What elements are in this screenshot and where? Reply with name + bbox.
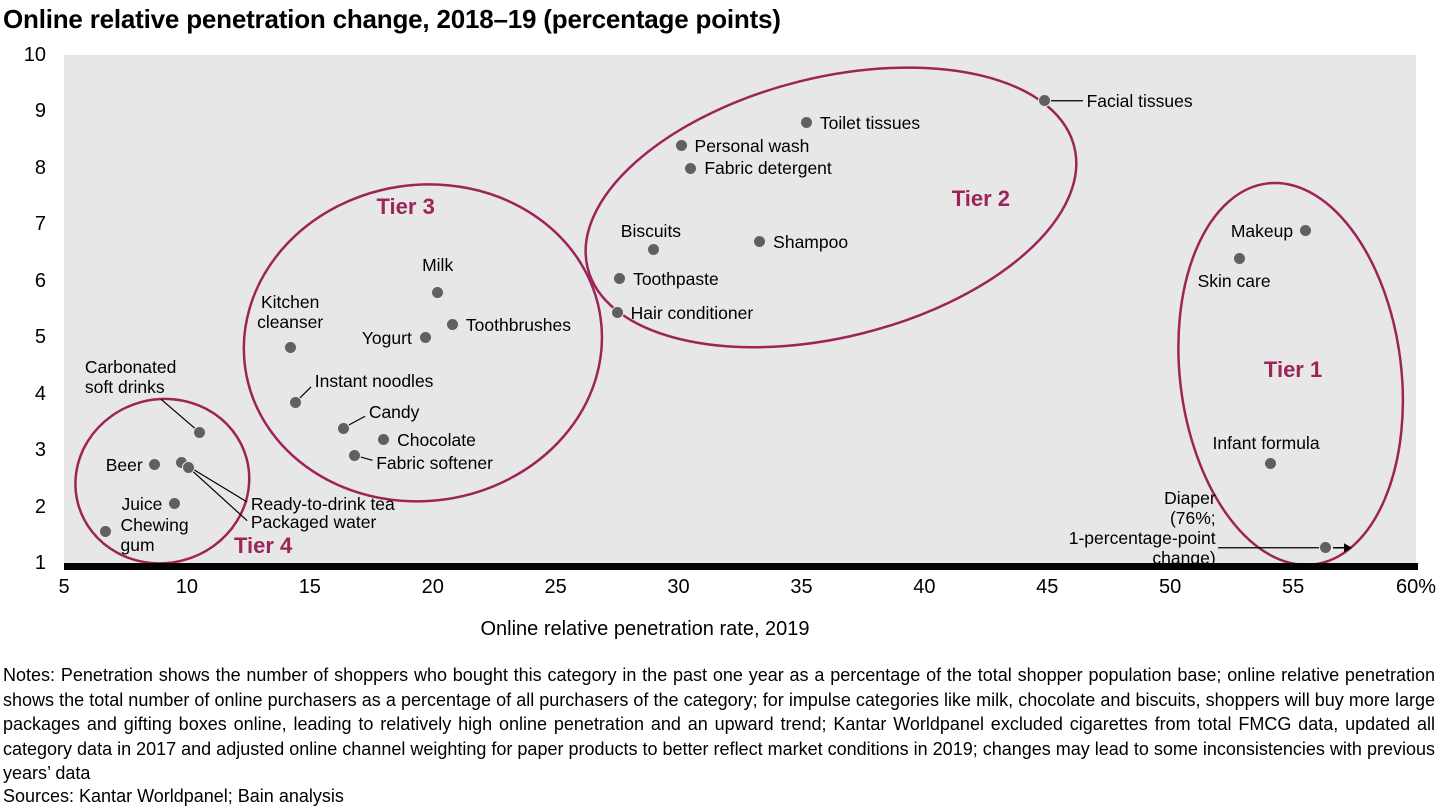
point-dot [283, 341, 297, 355]
x-axis-title: Online relative penetration rate, 2019 [480, 618, 810, 640]
x-tick-label: 45 [1036, 576, 1059, 598]
point-dot [1318, 541, 1332, 555]
point-dot [1264, 456, 1278, 470]
point-label: Packaged water [250, 512, 377, 533]
x-tick-label: 10 [175, 576, 199, 598]
tier-label: Tier 3 [376, 194, 435, 220]
point-label: Shampoo [773, 231, 849, 252]
point-label: Carbonated soft drinks [84, 356, 177, 397]
chart-title: Online relative penetration change, 2018… [3, 4, 781, 34]
point-label: Toothbrushes [465, 314, 571, 335]
tier-label: Tier 1 [1263, 356, 1323, 382]
y-tick-label: 10 [23, 44, 46, 66]
point-label: Biscuits [620, 221, 682, 242]
x-axis-line [64, 563, 1418, 570]
point-dot [288, 396, 302, 410]
off-scale-arrow-head [1344, 543, 1353, 553]
x-tick-label: 55 [1281, 576, 1305, 598]
point-dot [192, 425, 206, 439]
point-label: Facial tissues [1086, 90, 1193, 111]
point-label: Skin care [1197, 270, 1271, 291]
point-dot [613, 272, 627, 286]
point-dot [684, 161, 698, 175]
x-tick-label: 50 [1159, 576, 1182, 598]
y-tick-label: 8 [34, 156, 46, 179]
point-label: Hair conditioner [630, 302, 754, 323]
point-dot [168, 497, 182, 511]
point-dot [148, 458, 162, 472]
point-label: Chewing gum [120, 514, 189, 555]
point-dot [1038, 94, 1052, 108]
point-label: Chocolate [397, 429, 476, 450]
y-tick-label: 3 [34, 439, 46, 462]
point-dot [99, 525, 113, 539]
point-dot [610, 306, 624, 320]
point-dot [336, 421, 350, 435]
point-label: Fabric detergent [704, 158, 832, 179]
point-label: Toothpaste [633, 268, 719, 289]
point-dot [418, 331, 432, 345]
leader-line [187, 466, 248, 522]
point-label: Diaper (76%; 1-percentage-point change) [1068, 487, 1216, 569]
y-tick-label: 4 [34, 382, 46, 405]
x-tick-label: 15 [298, 576, 321, 598]
x-tick-label: 35 [790, 576, 813, 598]
point-dot [753, 235, 767, 249]
point-dot [347, 448, 361, 462]
point-label: Kitchen cleanser [257, 291, 324, 332]
tier-ellipse [242, 183, 604, 503]
tier-label: Tier 2 [951, 185, 1011, 211]
x-tick-label: 20 [421, 576, 444, 598]
notes-text: Notes: Penetration shows the number of s… [3, 665, 1435, 783]
sources-text: Sources: Kantar Worldpanel; Bain analysi… [3, 786, 344, 806]
leader-line [160, 398, 200, 433]
point-dot [377, 433, 391, 447]
point-label: Beer [105, 454, 143, 475]
x-tick-label: 60% [1395, 576, 1437, 598]
y-tick-label: 7 [34, 213, 46, 236]
point-label: Makeup [1230, 220, 1294, 241]
point-label: Candy [368, 402, 420, 423]
y-tick-label: 5 [34, 326, 46, 349]
y-tick-label: 1 [34, 552, 46, 574]
point-label: Ready-to-drink tea [250, 493, 395, 514]
point-dot [647, 243, 661, 257]
point-label: Fabric softener [376, 453, 493, 474]
point-dot [1232, 252, 1246, 266]
point-label: Toilet tissues [819, 112, 921, 133]
point-label: Yogurt [361, 327, 412, 348]
x-tick-label: 5 [58, 576, 70, 598]
point-dot [799, 116, 813, 130]
point-label: Juice [121, 493, 163, 514]
tier-ellipse [74, 397, 251, 565]
tier-ellipse [584, 66, 1078, 349]
y-tick-label: 9 [34, 100, 46, 123]
point-dot [445, 318, 459, 332]
plot-area: Tier 1 Tier 2 Tier 3 Tier 4 Chewing gum Beer J… [64, 55, 1416, 568]
tier-label: Tier 4 [233, 533, 293, 559]
y-tick-label: 2 [34, 495, 46, 518]
x-tick-label: 25 [544, 576, 567, 598]
point-label: Infant formula [1212, 433, 1320, 454]
point-label: Personal wash [694, 135, 810, 156]
y-tick-label: 6 [34, 269, 46, 292]
point-dot [431, 286, 445, 300]
point-dot [674, 139, 688, 153]
point-label: Instant noodles [314, 371, 434, 392]
x-tick-label: 30 [667, 576, 690, 598]
point-dot [181, 460, 195, 474]
x-tick-label: 40 [913, 576, 936, 598]
point-dot [1298, 224, 1312, 238]
point-label: Milk [422, 254, 454, 275]
